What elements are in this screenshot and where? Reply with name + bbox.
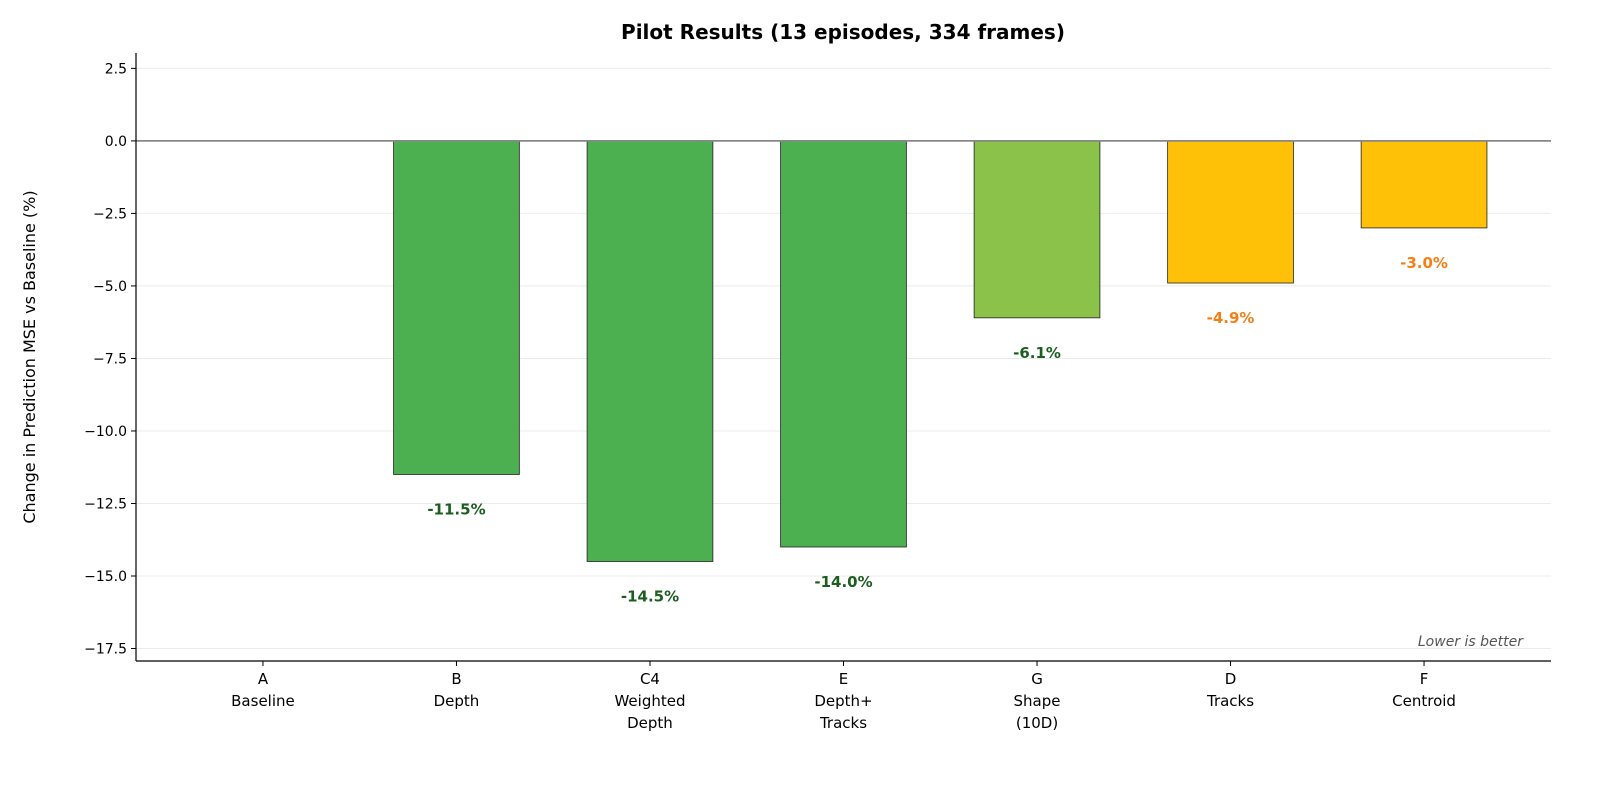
bar bbox=[1360, 140, 1488, 229]
data-label: -3.0% bbox=[1400, 254, 1448, 272]
x-tick-label: F Centroid bbox=[1392, 670, 1456, 710]
x-axis-ticks: A Baseline B Depth C4 Weighted Depth E Depth+ Tra… bbox=[231, 661, 1456, 732]
x-tick-label: B Depth bbox=[434, 670, 480, 710]
x-tick-label: D Tracks bbox=[1206, 670, 1254, 710]
data-label: -6.1% bbox=[1013, 344, 1061, 362]
y-tick-label: −17.5 bbox=[84, 642, 127, 658]
annotation-lower-is-better: Lower is better bbox=[1418, 634, 1524, 650]
y-axis-label: Change in Prediction MSE vs Baseline (%) bbox=[20, 190, 39, 523]
y-tick-label: −10.0 bbox=[84, 424, 127, 440]
y-axis-ticks: 2.5 0.0 −2.5 −5.0 −7.5 −10.0 −12.5 −15.0 −17.5 bbox=[84, 61, 136, 658]
data-label: -14.5% bbox=[621, 588, 679, 606]
bar bbox=[1167, 140, 1294, 284]
bar bbox=[780, 140, 907, 548]
y-tick-label: 0.0 bbox=[105, 134, 127, 150]
y-tick-label: −7.5 bbox=[93, 351, 127, 367]
data-labels: -11.5% -14.5% -14.0% -6.1% -4.9% -3.0% bbox=[427, 254, 1448, 606]
y-tick-label: −15.0 bbox=[84, 569, 127, 585]
bars bbox=[136, 139, 1551, 562]
y-tick-label: −2.5 bbox=[93, 206, 127, 222]
bar bbox=[586, 140, 714, 562]
y-tick-label: −12.5 bbox=[84, 496, 127, 512]
x-tick-label: A Baseline bbox=[231, 670, 295, 710]
data-label: -11.5% bbox=[427, 500, 485, 518]
chart-title: Pilot Results (13 episodes, 334 frames) bbox=[621, 20, 1065, 44]
x-tick-label: G Shape (10D) bbox=[1014, 670, 1061, 732]
bar bbox=[393, 140, 520, 475]
data-label: -14.0% bbox=[814, 573, 872, 591]
bar bbox=[973, 140, 1101, 319]
y-tick-label: 2.5 bbox=[105, 61, 127, 77]
data-label: -4.9% bbox=[1207, 309, 1255, 327]
x-tick-label: C4 Weighted Depth bbox=[614, 670, 685, 732]
x-tick-label: E Depth+ Tracks bbox=[814, 670, 872, 732]
y-tick-label: −5.0 bbox=[93, 279, 127, 295]
